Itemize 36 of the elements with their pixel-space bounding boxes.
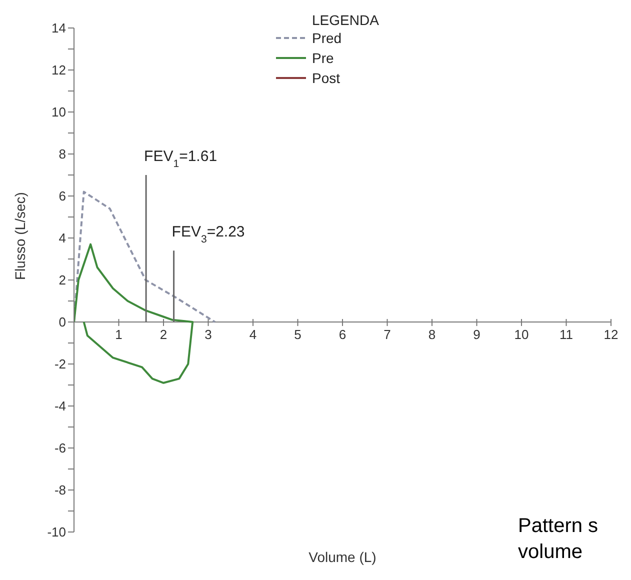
y-tick-label: 0 bbox=[58, 314, 66, 330]
y-tick-label: -4 bbox=[54, 398, 66, 414]
y-tick-label: 4 bbox=[58, 230, 66, 246]
y-tick-label: -6 bbox=[54, 440, 66, 456]
x-tick-label: 6 bbox=[338, 327, 346, 342]
y-tick-label: -10 bbox=[47, 524, 66, 540]
x-tick-label: 1 bbox=[115, 327, 122, 342]
x-tick-label: 3 bbox=[204, 327, 212, 342]
x-tick-label: 5 bbox=[294, 327, 302, 342]
x-tick-label: 11 bbox=[560, 327, 573, 342]
annotation: Pattern s bbox=[518, 514, 598, 539]
x-tick-label: 10 bbox=[514, 327, 529, 342]
x-tick-label: 9 bbox=[473, 327, 480, 342]
y-tick-label: 12 bbox=[52, 62, 66, 78]
text: volume bbox=[518, 540, 584, 565]
x-axis-title: Volume (L) bbox=[308, 549, 376, 565]
y-tick-label: -2 bbox=[54, 356, 66, 372]
y-tick-label: 14 bbox=[52, 20, 66, 36]
legend-label: Pred bbox=[312, 30, 342, 46]
x-tick-label: 2 bbox=[160, 327, 168, 342]
y-tick-label: 10 bbox=[52, 104, 66, 120]
legend-label: Post bbox=[312, 70, 340, 86]
x-tick-label: 4 bbox=[249, 327, 257, 342]
y-axis-title: Flusso (L/sec) bbox=[12, 192, 28, 280]
x-tick-label: 8 bbox=[428, 327, 436, 342]
annotation: FEV$_{1}$=1.61 bbox=[144, 148, 218, 170]
y-tick-label: 8 bbox=[58, 146, 66, 162]
legend-label: Pre bbox=[312, 50, 334, 66]
y-tick-label: 6 bbox=[58, 188, 66, 204]
annotation: FEV$_{3}$=2.23 bbox=[172, 224, 245, 246]
y-tick-label: 2 bbox=[58, 272, 66, 288]
legend-title: LEGENDA bbox=[312, 12, 379, 28]
x-tick-label: 12 bbox=[604, 327, 618, 342]
line-series bbox=[74, 243, 194, 384]
y-tick-label: -8 bbox=[54, 482, 66, 498]
x-tick-label: 7 bbox=[384, 327, 391, 342]
